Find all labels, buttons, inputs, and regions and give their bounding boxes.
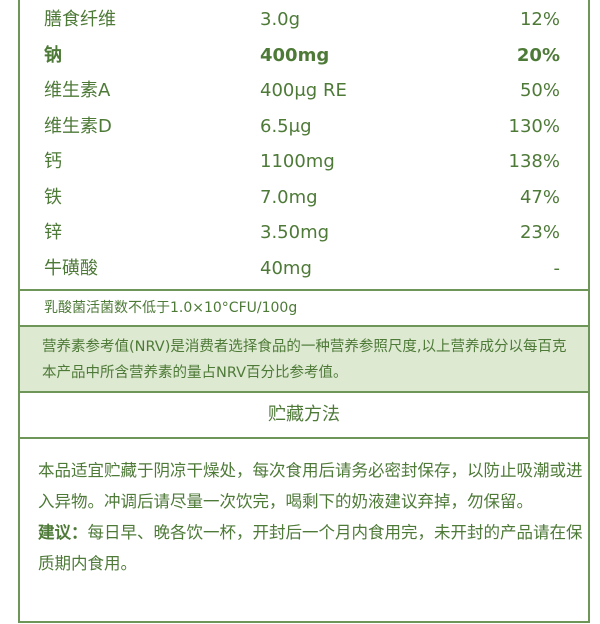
nutrition-row: 锌 3.50mg 23%: [20, 215, 588, 251]
nutrient-name: 铁: [44, 186, 62, 208]
nutrient-value: 3.0g: [260, 9, 301, 30]
nutrient-nrv: 47%: [519, 186, 560, 208]
divider: [20, 289, 588, 291]
nutrient-nrv: 23%: [519, 222, 560, 243]
nutrition-row: 钠 400mg 20%: [20, 38, 588, 74]
advice-text: 每日早、晚各饮一杯，开封后一个月内食用完，未开封的产品请在保质期内食用。: [38, 523, 583, 573]
nrv-note: 营养素参考值(NRV)是消费者选择食品的一种营养参照尺度,以上营养成分以每百克本…: [42, 339, 567, 381]
nutrition-row: 牛磺酸 40mg -: [20, 251, 588, 287]
nutrition-row: 钙 1100mg 138%: [20, 144, 588, 180]
advice: 建议：每日早、晚各饮一杯，开封后一个月内食用完，未开封的产品请在保质期内食用。: [38, 517, 583, 579]
nutrition-table: 膳食纤维 3.0g 12% 钠 400mg 20% 维生素A 400μg RE 50% 维生素D 6…: [18, 0, 590, 623]
nutrition-row: 维生素D 6.5μg 130%: [20, 109, 588, 145]
nutrient-value: 7.0mg: [260, 186, 318, 208]
storage-title: 贮藏方法: [268, 404, 340, 425]
nutrient-name: 钠: [44, 44, 62, 66]
nutrient-nrv: 130%: [508, 115, 560, 137]
nutrient-value: 400μg RE: [260, 80, 347, 101]
nutrient-value: 6.5μg: [260, 115, 312, 137]
nutrient-name: 膳食纤维: [44, 9, 116, 30]
nutrition-row: 铁 7.0mg 47%: [20, 180, 588, 216]
nrv-note-box: 营养素参考值(NRV)是消费者选择食品的一种营养参照尺度,以上营养成分以每百克本…: [20, 327, 588, 391]
nutrition-row: 膳食纤维 3.0g 12%: [20, 2, 588, 38]
nutrient-nrv: 12%: [519, 9, 560, 30]
storage-body: 本品适宜贮藏于阴凉干燥处，每次食用后请务必密封保存，以防止吸潮或进入异物。冲调后…: [38, 455, 583, 579]
nutrient-name: 牛磺酸: [44, 257, 98, 279]
nutrient-value: 40mg: [260, 257, 312, 279]
nutrient-nrv: -: [553, 257, 561, 279]
nutrient-value: 3.50mg: [260, 222, 330, 243]
nutrient-name: 维生素D: [44, 115, 112, 137]
nutrient-nrv: 50%: [519, 80, 560, 101]
nutrient-value: 400mg: [260, 44, 330, 66]
advice-label: 建议：: [38, 523, 88, 542]
divider: [20, 391, 588, 393]
lactic-note: 乳酸菌活菌数不低于1.0×10°CFU/100g: [44, 300, 298, 316]
storage-text: 本品适宜贮藏于阴凉干燥处，每次食用后请务必密封保存，以防止吸潮或进入异物。冲调后…: [38, 461, 583, 511]
nutrient-nrv: 138%: [508, 151, 560, 172]
nutrient-nrv: 20%: [516, 44, 560, 66]
nutrient-name: 维生素A: [44, 80, 111, 101]
nutrient-name: 钙: [44, 151, 62, 172]
nutrient-name: 锌: [44, 222, 62, 243]
nutrient-value: 1100mg: [260, 151, 335, 172]
nutrition-row: 维生素A 400μg RE 50%: [20, 73, 588, 109]
divider: [20, 437, 588, 439]
divider: [20, 325, 588, 327]
